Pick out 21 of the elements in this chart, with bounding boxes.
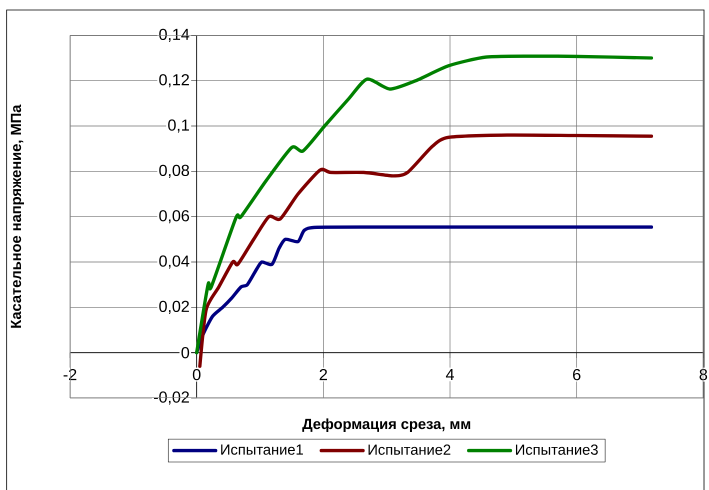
y-tick-label: 0 [181,347,190,358]
y-axis-title: Касательное напряжение, МПа [10,104,24,328]
y-tick-label: 0,14 [159,28,190,42]
x-tick-label: 4 [446,368,454,380]
y-tick-label: 0,06 [159,210,190,224]
line-series [195,54,654,354]
x-tick-label: 2 [320,368,327,380]
legend-label: Испытание1 [221,444,303,455]
x-axis-title: Деформация среза, мм [302,418,470,432]
y-tick-label: 0,04 [159,255,190,269]
x-tick-label: 8 [700,368,708,380]
x-tick-label: 0 [192,368,201,380]
y-tick-label: 0,1 [168,119,189,133]
y-tick-label: -0,02 [154,391,189,405]
legend-label: Испытание2 [368,444,450,455]
y-tick-label: 0,12 [159,74,189,88]
y-tick-label: 0,08 [159,164,190,178]
legend-label: Испытание3 [516,444,598,455]
y-tick-label: 0,02 [159,300,189,314]
x-tick-label: 6 [573,368,580,380]
line-series [198,133,654,368]
